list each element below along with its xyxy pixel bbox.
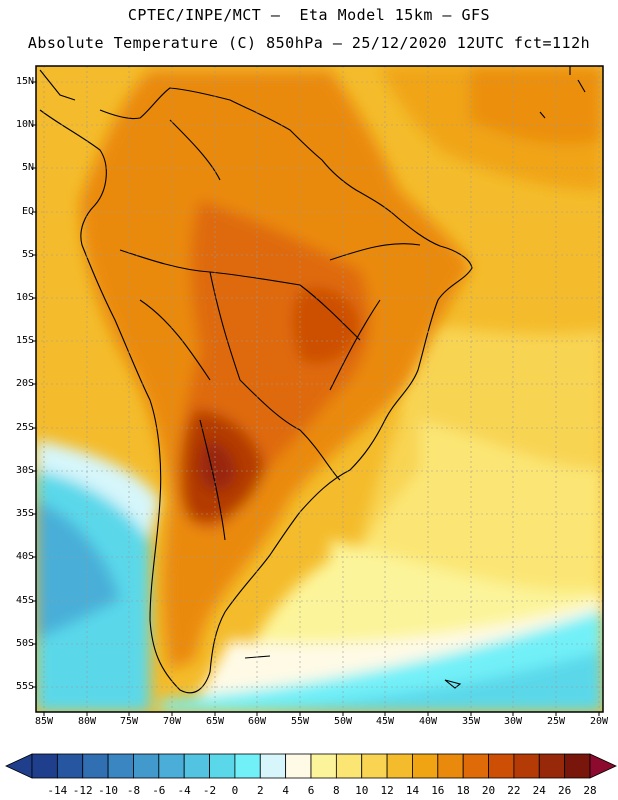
axis-ticks — [32, 81, 600, 716]
colorbar-swatch — [183, 753, 210, 779]
colorbar-swatch — [234, 753, 261, 779]
lon-label: 70W — [162, 716, 182, 727]
lat-label: 35S — [15, 508, 34, 519]
colorbar-label: 10 — [355, 784, 369, 797]
lat-label: 30S — [15, 465, 34, 476]
colorbar-label: -10 — [98, 784, 119, 797]
lon-label: 55W — [290, 716, 310, 727]
colorbar-label: 0 — [231, 784, 239, 797]
colorbar-swatch — [488, 753, 515, 779]
lat-label: 40S — [15, 551, 34, 562]
colorbar-label: 14 — [405, 784, 420, 797]
coastline — [39, 66, 586, 694]
colorbar-swatch — [386, 753, 413, 779]
colorbar-label: 16 — [431, 784, 445, 797]
lat-label: 10N — [15, 119, 34, 130]
colorbar-swatch — [564, 753, 591, 779]
colorbar-label: 28 — [583, 784, 597, 797]
colorbar-swatch — [437, 753, 464, 779]
lat-label: 10S — [15, 292, 34, 303]
colorbar-swatch — [538, 753, 566, 779]
colorbar-swatch — [56, 753, 84, 779]
colorbar-label: -2 — [202, 784, 217, 797]
lon-label: 30W — [503, 716, 523, 727]
colorbar-swatch — [412, 753, 439, 779]
colorbar-swatch — [209, 753, 236, 779]
colorbar-label: 2 — [256, 784, 264, 797]
lon-label: 50W — [333, 716, 353, 727]
lat-label: 55S — [15, 681, 34, 692]
colorbar-label: -4 — [177, 784, 191, 797]
colorbar-swatch — [361, 753, 388, 779]
colorbar-label: 24 — [532, 784, 546, 797]
field-south-pale — [36, 440, 160, 540]
lat-label: 45S — [15, 595, 34, 606]
map-frame — [35, 65, 604, 713]
colorbar — [5, 753, 617, 779]
colorbar-swatch — [285, 753, 312, 779]
colorbar-label: 12 — [380, 784, 394, 797]
lon-label: 25W — [546, 716, 566, 727]
map-title: CPTEC/INPE/MCT – Eta Model 15km – GFS — [127, 6, 491, 24]
lon-label: 65W — [205, 716, 225, 727]
colorbar-swatch — [462, 753, 489, 779]
lon-label: 80W — [77, 716, 97, 727]
colorbar-label: 4 — [282, 784, 289, 797]
colorbar-swatch — [259, 753, 287, 779]
colorbar-swatch — [31, 753, 58, 779]
colorbar-swatch — [133, 753, 160, 779]
colorbar-label: 8 — [333, 784, 340, 797]
lon-label: 75W — [119, 716, 139, 727]
lat-label: 5N — [21, 162, 34, 173]
lon-label: 20W — [589, 716, 609, 727]
lon-label: 40W — [418, 716, 438, 727]
field-ne-ocean-hot — [470, 66, 603, 144]
lat-label: 15S — [15, 335, 34, 346]
colorbar-label: 18 — [456, 784, 470, 797]
field-south-cold2 — [36, 500, 120, 640]
colorbar-label: -8 — [126, 784, 141, 797]
lat-label: 15N — [15, 76, 34, 87]
lon-label: 35W — [461, 716, 481, 727]
lat-label: 5S — [21, 249, 34, 260]
colorbar-swatch — [158, 753, 185, 779]
lon-label: 85W — [34, 716, 54, 727]
colorbar-swatch — [310, 753, 337, 779]
field-south-cold4 — [240, 650, 603, 712]
colorbar-label: 6 — [307, 784, 315, 797]
lon-label: 45W — [375, 716, 395, 727]
colorbar-swatch — [513, 753, 540, 779]
lat-label: EQ — [21, 206, 34, 217]
colorbar-label: 22 — [507, 784, 521, 797]
lat-label: 20S — [15, 378, 34, 389]
colorbar-label: -14 — [47, 784, 68, 797]
colorbar-swatch — [335, 753, 363, 779]
colorbar-label: 26 — [558, 784, 572, 797]
colorbar-label: 20 — [481, 784, 496, 797]
lon-label: 60W — [247, 716, 267, 727]
colorbar-label: -6 — [152, 784, 166, 797]
colorbar-swatch — [82, 753, 109, 779]
colorbar-label: -12 — [72, 784, 93, 797]
colorbar-arrow-left — [5, 753, 33, 779]
map-subtitle: Absolute Temperature (C) 850hPa – 25/12/… — [27, 34, 591, 52]
lat-label: 50S — [15, 638, 34, 649]
lat-label: 25S — [15, 422, 34, 433]
colorbar-swatch — [107, 753, 134, 779]
colorbar-arrow-right — [589, 753, 617, 779]
